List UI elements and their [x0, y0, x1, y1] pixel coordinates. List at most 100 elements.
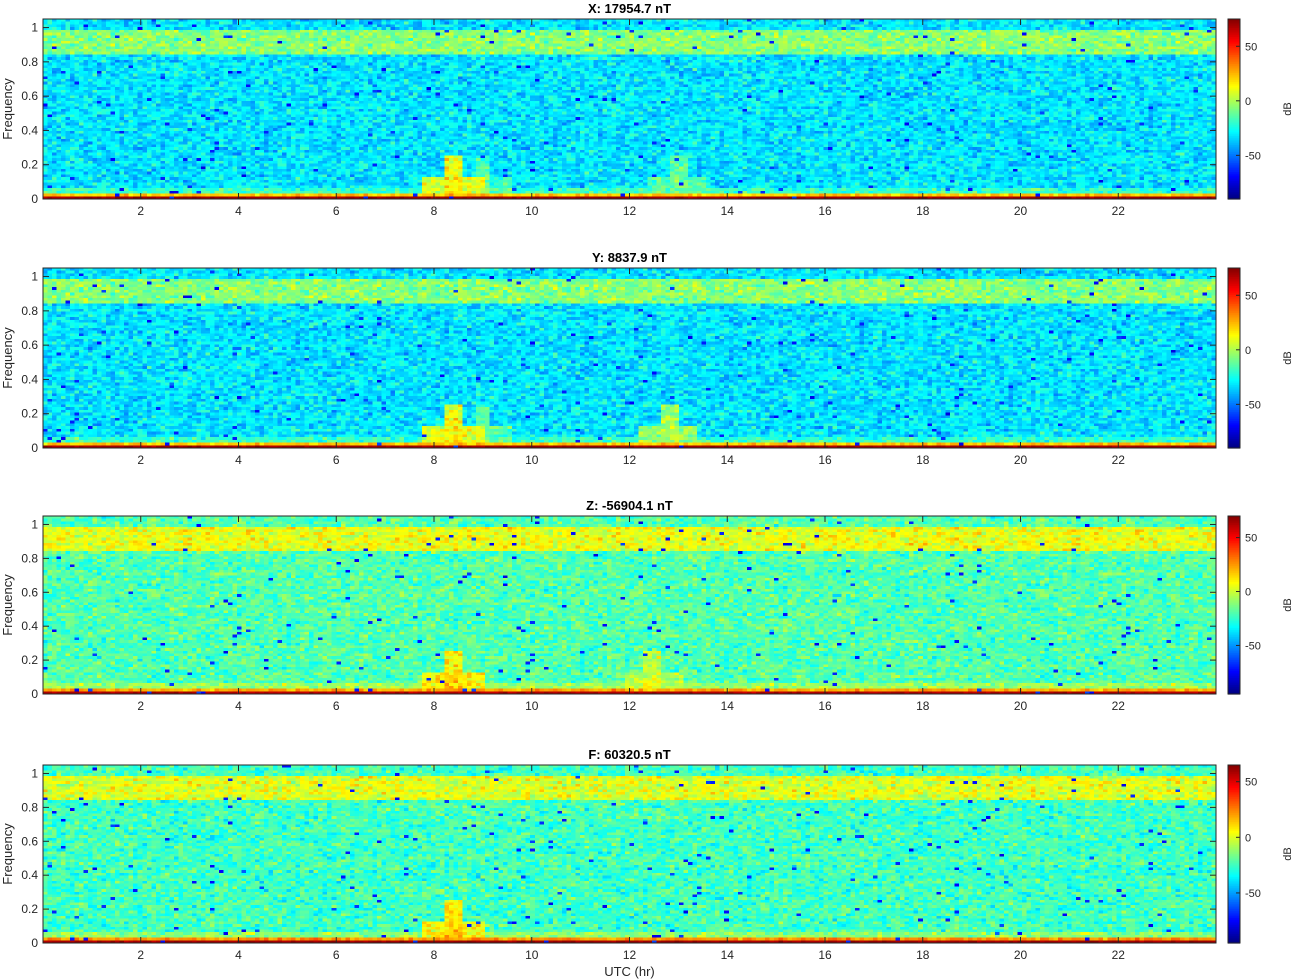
colorbar-segment — [1228, 433, 1240, 436]
colorbar-segment — [1228, 105, 1240, 108]
x-tick-label: 22 — [1112, 948, 1126, 962]
colorbar-segment — [1228, 852, 1240, 855]
colorbar-segment — [1228, 864, 1240, 868]
colorbar-segment — [1228, 29, 1240, 33]
colorbar-segment — [1228, 159, 1240, 162]
x-tick-label: 20 — [1014, 948, 1028, 962]
colorbar-segment — [1228, 829, 1240, 832]
colorbar-segment — [1228, 71, 1240, 74]
colorbar-segment — [1228, 599, 1240, 603]
colorbar-segment — [1228, 37, 1240, 40]
colorbar-segment — [1228, 825, 1240, 828]
colorbar-segment — [1228, 31, 1240, 34]
colorbar-segment — [1228, 592, 1240, 595]
colorbar-segment — [1228, 359, 1240, 363]
colorbar-segment — [1228, 130, 1240, 133]
y-tick-label: 1 — [31, 766, 38, 780]
colorbar-segment — [1228, 370, 1240, 373]
colorbar-segment — [1228, 804, 1240, 807]
colorbar-segment — [1228, 519, 1240, 522]
colorbar-segment — [1228, 181, 1240, 184]
colorbar-segment — [1228, 98, 1240, 101]
colorbar-tick-label: 0 — [1245, 832, 1251, 844]
colorbar-segment — [1228, 374, 1240, 377]
y-tick-label: 1 — [31, 270, 38, 284]
colorbar-segment — [1228, 269, 1240, 273]
colorbar-segment — [1228, 302, 1240, 305]
y-tick-label: 0 — [31, 441, 38, 455]
colorbar-segment — [1228, 168, 1240, 171]
colorbar-segment — [1228, 363, 1240, 366]
colorbar-segment — [1228, 395, 1240, 399]
colorbar-segment — [1228, 365, 1240, 368]
colorbar-segment — [1228, 578, 1240, 581]
x-tick-label: 8 — [431, 948, 438, 962]
colorbar-tick-label: -50 — [1245, 888, 1261, 900]
colorbar-segment — [1228, 540, 1240, 544]
colorbar-segment — [1228, 148, 1240, 151]
x-tick-label: 22 — [1112, 453, 1126, 467]
colorbar-segment — [1228, 109, 1240, 112]
colorbar: -50 0 50 dB — [1227, 267, 1294, 449]
colorbar-segment — [1228, 356, 1240, 359]
colorbar-tick-label: 50 — [1245, 533, 1257, 545]
colorbar-segment — [1228, 802, 1240, 805]
colorbar-segment — [1228, 633, 1240, 636]
colorbar-segment — [1228, 875, 1240, 878]
colorbar-segment — [1228, 818, 1240, 821]
colorbar-segment — [1228, 939, 1240, 942]
colorbar-segment — [1228, 103, 1240, 106]
colorbar-segment — [1228, 65, 1240, 69]
colorbar-segment — [1228, 537, 1240, 540]
colorbar-segment — [1228, 325, 1240, 328]
colorbar-segment — [1228, 125, 1240, 128]
colorbar-segment — [1228, 583, 1240, 587]
x-tick-label: 18 — [916, 948, 930, 962]
colorbar-segment — [1228, 372, 1240, 375]
colorbar-segment — [1228, 421, 1240, 424]
colorbar-segment — [1228, 390, 1240, 393]
colorbar-segment — [1228, 555, 1240, 558]
colorbar-segment — [1228, 376, 1240, 379]
colorbar-segment — [1228, 886, 1240, 889]
x-tick-label: 2 — [137, 204, 144, 218]
colorbar-segment — [1228, 907, 1240, 910]
colorbar-segment — [1228, 139, 1240, 142]
spectrogram-image — [43, 765, 1216, 943]
colorbar-segment — [1228, 811, 1240, 814]
colorbar-segment — [1228, 878, 1240, 882]
y-tick-label: 0 — [31, 936, 38, 950]
colorbar-segment — [1228, 660, 1240, 663]
colorbar-segment — [1228, 435, 1240, 438]
colorbar-segment — [1228, 424, 1240, 427]
x-tick-label: 20 — [1014, 204, 1028, 218]
colorbar-segment — [1228, 24, 1240, 27]
colorbar-segment — [1228, 805, 1240, 809]
colorbar-segment — [1228, 388, 1240, 391]
colorbar-segment — [1228, 38, 1240, 42]
colorbar-segment — [1228, 800, 1240, 803]
colorbar-segment — [1228, 556, 1240, 560]
colorbar-segment — [1228, 440, 1240, 444]
colorbar-box — [1227, 18, 1241, 200]
colorbar-segment — [1228, 894, 1240, 898]
x-tick-label: 4 — [235, 453, 242, 467]
colorbar-tick-label: -50 — [1245, 150, 1261, 162]
y-tick-label: 0.4 — [21, 372, 38, 386]
colorbar-segment — [1228, 145, 1240, 148]
colorbar-segment — [1228, 590, 1240, 594]
colorbar-segment — [1228, 170, 1240, 173]
colorbar-segment — [1228, 163, 1240, 166]
colorbar-segment — [1228, 526, 1240, 530]
colorbar-segment — [1228, 626, 1240, 629]
colorbar-segment — [1228, 797, 1240, 800]
y-tick-label: 0.2 — [21, 407, 38, 421]
colorbar-segment — [1228, 862, 1240, 866]
colorbar-segment — [1228, 354, 1240, 357]
x-tick-label: 4 — [235, 204, 242, 218]
colorbar-segment — [1228, 551, 1240, 554]
colorbar-segment — [1228, 688, 1240, 692]
colorbar-segment — [1228, 329, 1240, 332]
y-tick-label: 0.6 — [21, 834, 38, 848]
